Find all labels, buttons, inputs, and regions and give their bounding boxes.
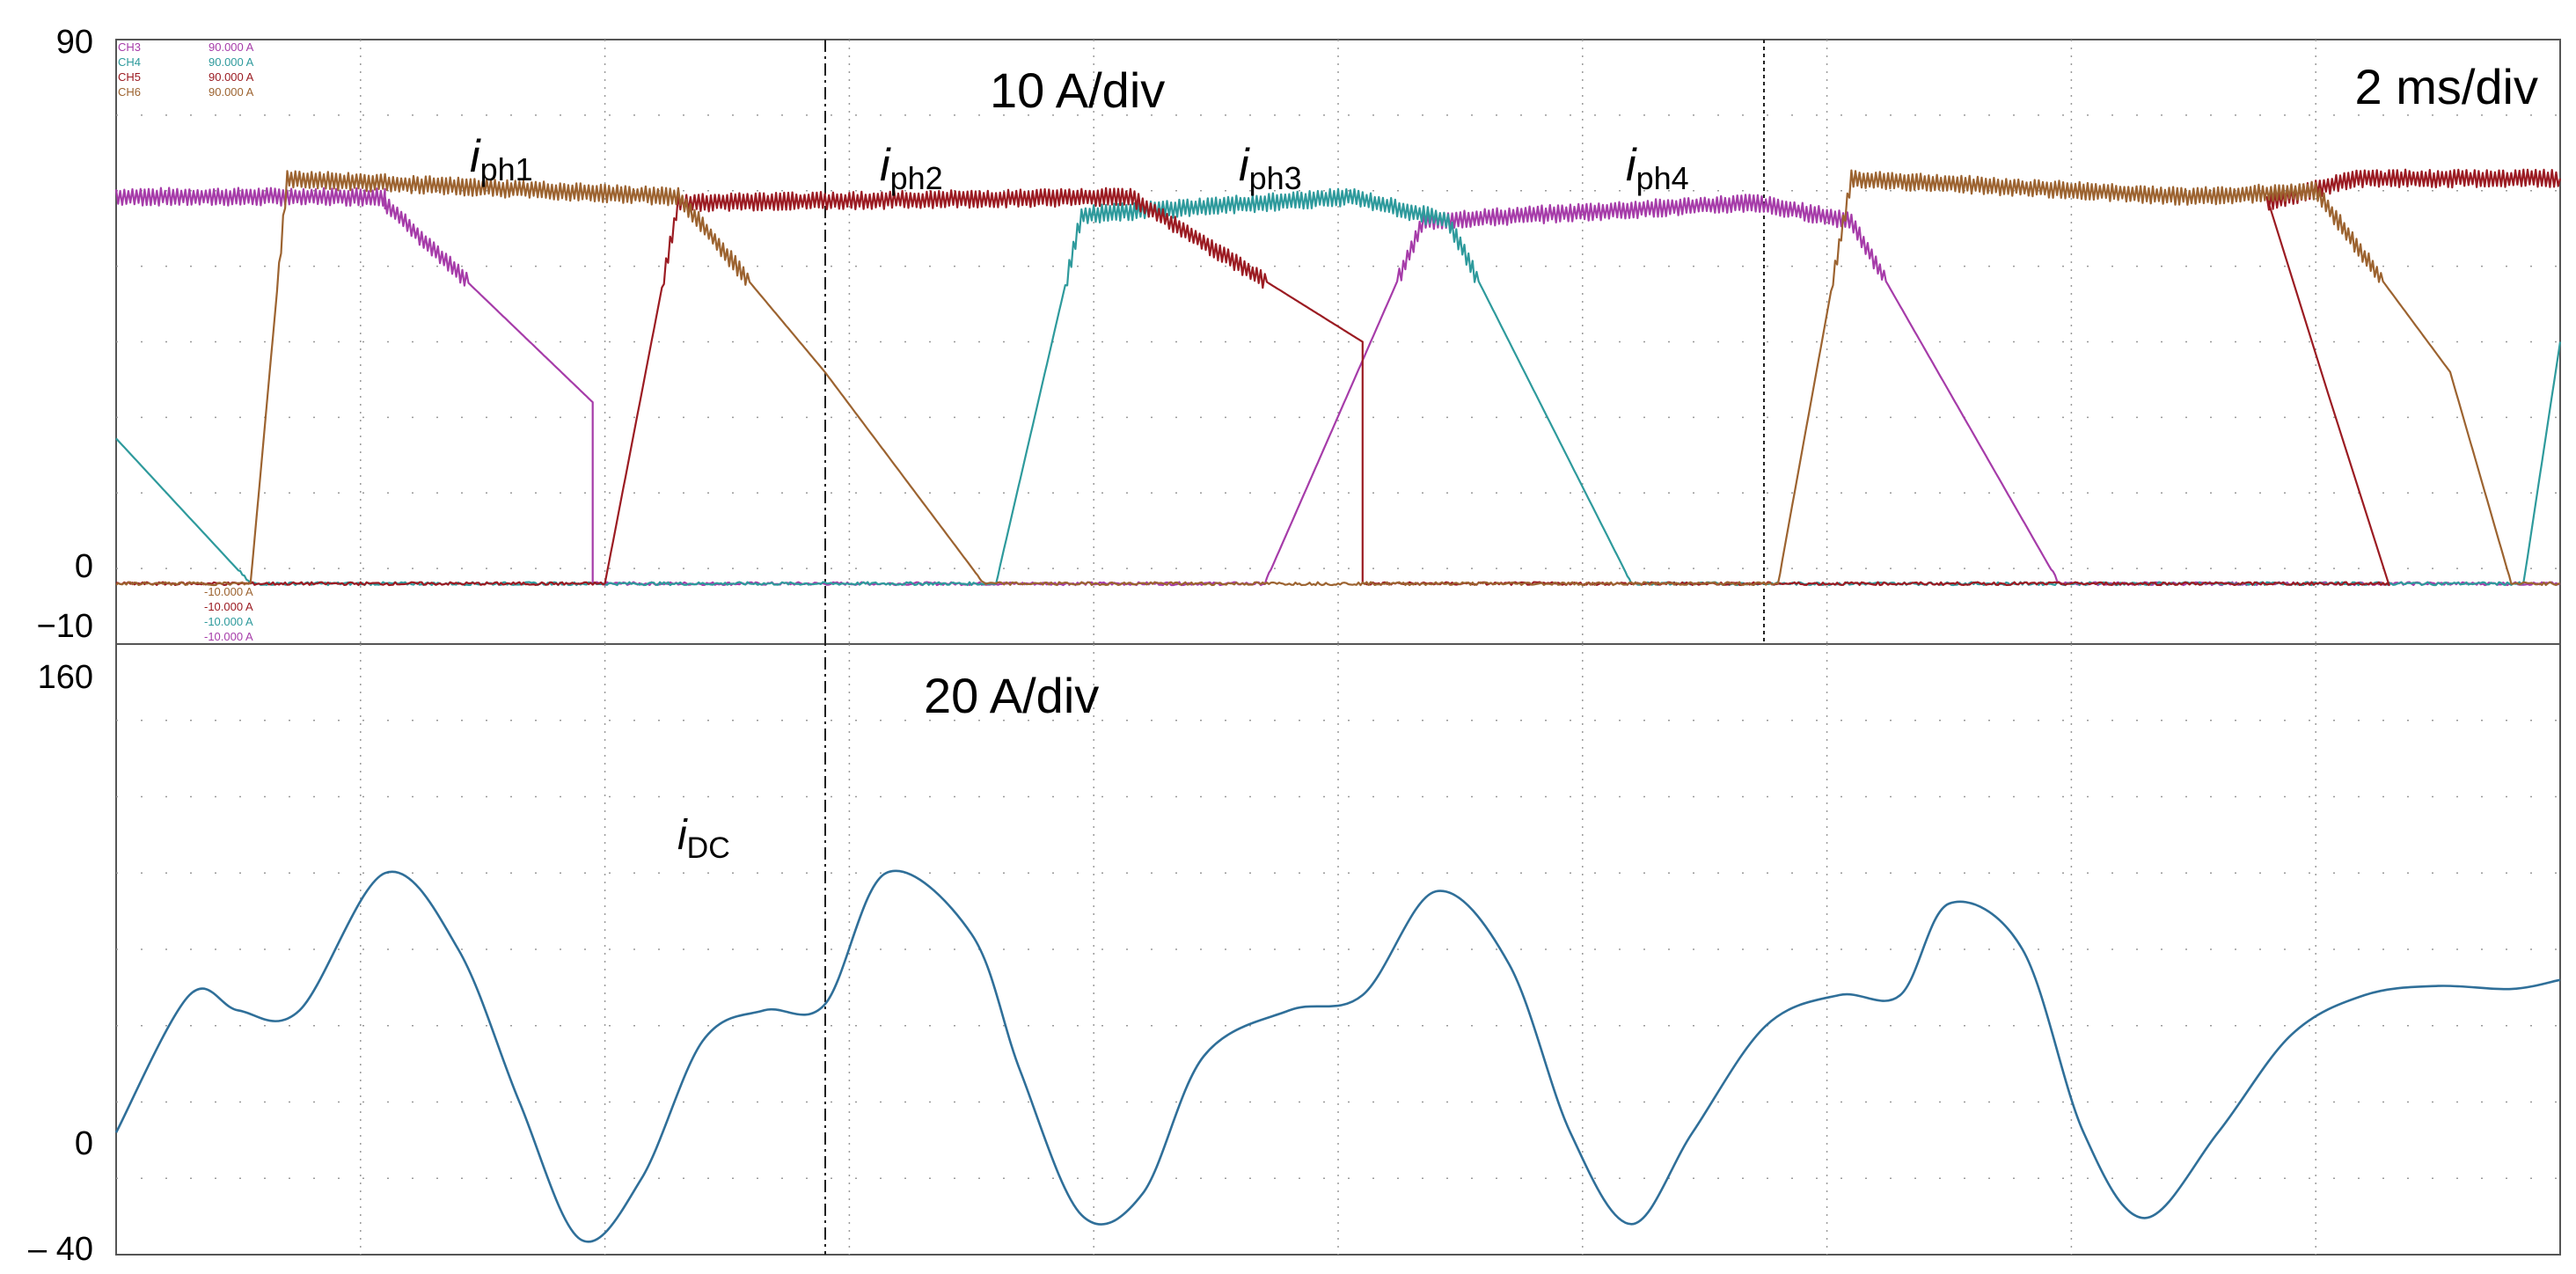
legend-ch3-value: 90.000 A [209,40,254,54]
top-scale-label: 10 A/div [990,62,1165,118]
bottom-ytick-zero: 0 [75,1125,93,1162]
top-panel-grid [116,40,2560,644]
top-ytick-zero: 0 [75,548,93,585]
top-ytick-max: 90 [56,24,93,61]
bottom-scale-label: 20 A/div [924,668,1099,723]
legend-ch6-value: 90.000 A [209,85,254,99]
time-scale-label: 2 ms/div [2355,59,2539,114]
offset-ch6: -10.000 A [204,585,253,598]
bottom-ytick-min: – 40 [28,1231,93,1268]
bottom-panel-grid [116,644,2560,1255]
offset-ch3: -10.000 A [204,630,253,643]
offset-ch4: -10.000 A [204,615,253,628]
dc-current-trace [114,869,2561,1243]
series-label-iph2: iph2 [880,140,943,196]
series-label-iph3: iph3 [1239,140,1302,196]
legend-ch5-value: 90.000 A [209,70,254,84]
legend-ch6-name: CH6 [118,85,141,99]
top-ytick-min: −10 [37,608,93,645]
trace-ch3 [114,187,2561,587]
trace-ch6 [115,169,2561,587]
series-label-iph4: iph4 [1626,140,1689,196]
series-label-idc: iDC [677,812,730,865]
offset-ch5: -10.000 A [204,600,253,613]
legend-ch4-name: CH4 [118,55,141,69]
channel-legend: CH3 90.000 A CH4 90.000 A CH5 90.000 A C… [118,40,254,99]
phase-current-traces [114,168,2562,587]
series-label-iph1: iph1 [470,131,533,187]
bottom-ytick-max: 160 [38,659,93,696]
channel-offsets: -10.000 A -10.000 A -10.000 A -10.000 A [204,585,253,643]
trace-dc [114,869,2561,1243]
legend-ch3-name: CH3 [118,40,141,54]
legend-ch5-name: CH5 [118,70,141,84]
trace-ch4 [115,187,2562,587]
legend-ch4-value: 90.000 A [209,55,254,69]
bottom-panel-frame [115,643,2561,1256]
